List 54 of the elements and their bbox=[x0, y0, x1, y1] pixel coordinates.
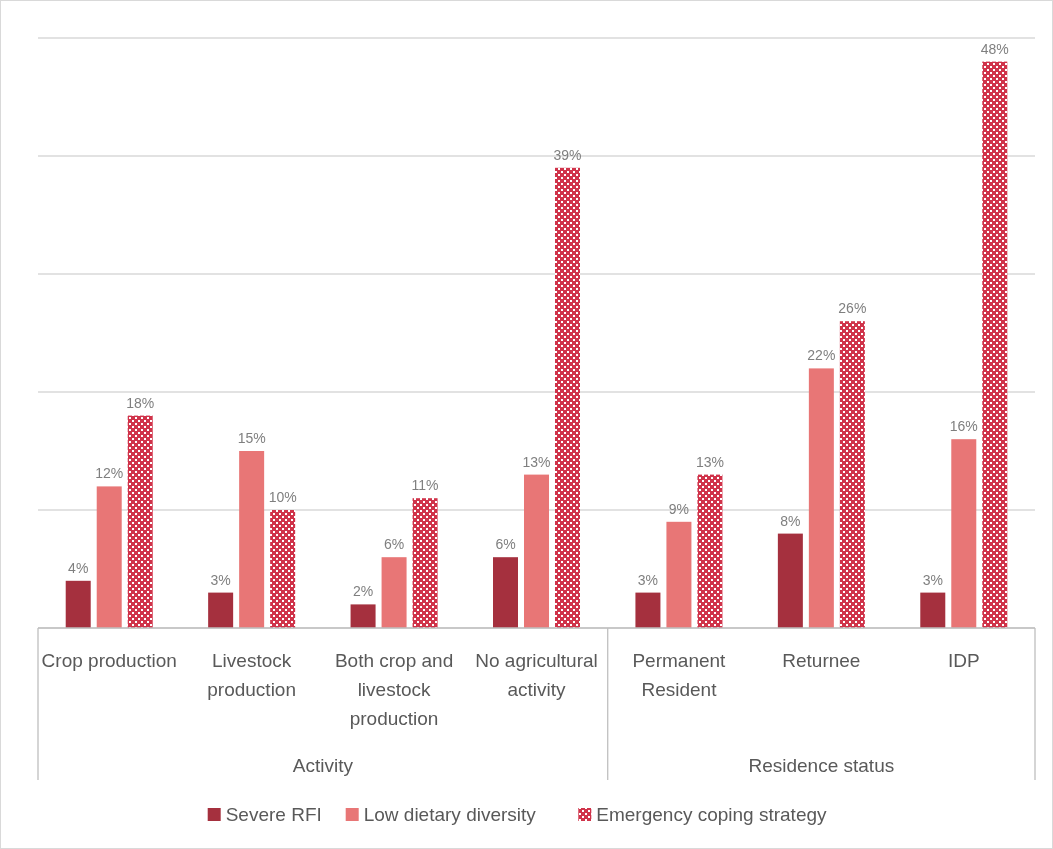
bar bbox=[697, 474, 723, 628]
data-label: 48% bbox=[980, 40, 1009, 57]
data-label: 6% bbox=[383, 536, 405, 553]
bar bbox=[127, 415, 153, 628]
bar bbox=[65, 580, 91, 628]
data-label: 18% bbox=[126, 394, 155, 411]
bar bbox=[493, 557, 518, 628]
bar bbox=[350, 604, 376, 628]
data-label: 26% bbox=[838, 300, 867, 317]
bar bbox=[666, 521, 692, 628]
data-label: 39% bbox=[553, 146, 582, 163]
data-label: 3% bbox=[922, 571, 943, 588]
data-label: 4% bbox=[68, 559, 89, 576]
bar bbox=[839, 321, 865, 628]
data-label: 3% bbox=[637, 571, 659, 588]
data-label: 10% bbox=[268, 489, 297, 505]
bar bbox=[524, 474, 549, 628]
data-label: 6% bbox=[495, 536, 516, 553]
bar bbox=[96, 486, 122, 628]
bar bbox=[808, 368, 834, 628]
data-label: 12% bbox=[95, 465, 124, 482]
data-label: 13% bbox=[695, 453, 724, 470]
bar bbox=[270, 510, 296, 628]
x-tick-label: Livestock production bbox=[207, 650, 297, 700]
bar bbox=[920, 592, 946, 628]
data-label: 16% bbox=[949, 418, 978, 435]
data-label: 15% bbox=[237, 430, 266, 446]
data-label: 3% bbox=[210, 571, 231, 588]
legend-label: Severe RFI bbox=[225, 804, 322, 825]
bar bbox=[635, 592, 661, 628]
data-label: 11% bbox=[411, 477, 439, 494]
legend-label: Low dietary diversity bbox=[363, 804, 537, 825]
x-tick-label: IDP bbox=[947, 650, 980, 671]
bar bbox=[951, 439, 977, 628]
bar bbox=[555, 167, 580, 628]
bar bbox=[982, 61, 1008, 628]
x-tick-label: Both crop and livestock production bbox=[334, 650, 454, 729]
bar bbox=[412, 498, 438, 628]
data-label: 8% bbox=[780, 512, 801, 529]
data-label: 13% bbox=[522, 453, 551, 470]
data-label: 22% bbox=[807, 347, 836, 364]
text: Residence status bbox=[748, 755, 895, 776]
x-tick-label: No agricultural activity bbox=[475, 650, 598, 700]
x-tick-label: Permanent Resident bbox=[632, 650, 727, 700]
x-tick-label: Returnee bbox=[782, 650, 861, 671]
x-tick-label: Crop production bbox=[41, 650, 177, 671]
bar bbox=[777, 533, 803, 628]
data-label: 9% bbox=[668, 500, 690, 517]
bar bbox=[381, 557, 407, 628]
bar bbox=[239, 451, 265, 628]
text: Activity bbox=[292, 755, 354, 776]
bar bbox=[208, 592, 234, 628]
legend-label: Emergency coping strategy bbox=[596, 804, 828, 825]
data-label: 2% bbox=[352, 583, 374, 600]
